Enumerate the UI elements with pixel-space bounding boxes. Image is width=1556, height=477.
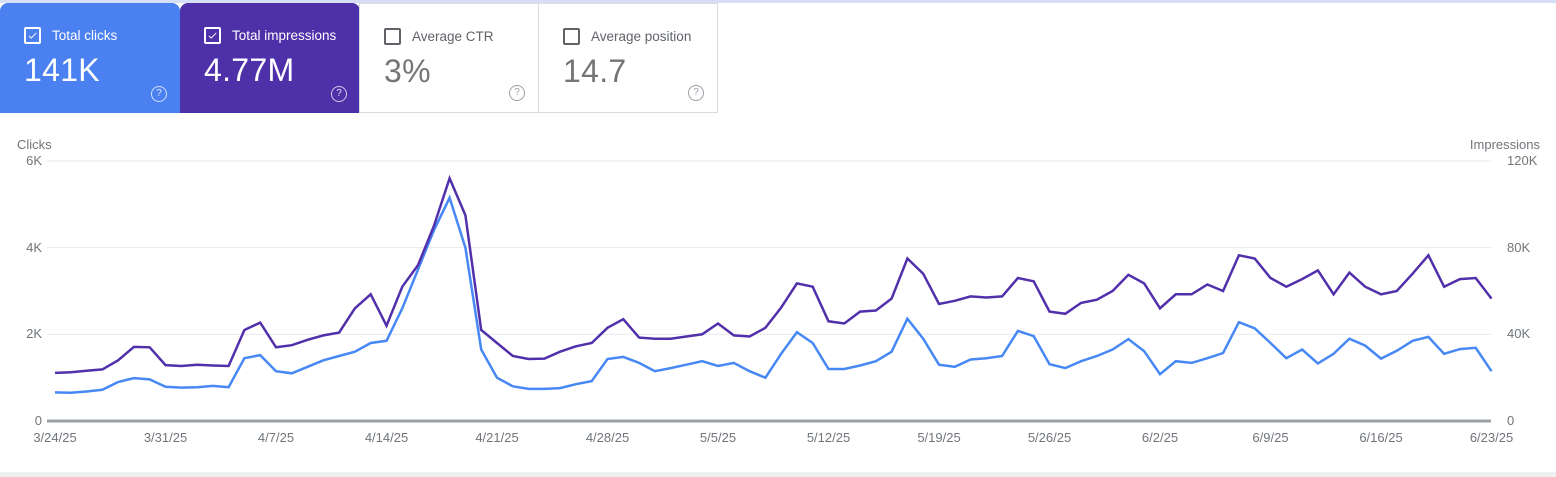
x-axis-label: 5/26/25 — [1027, 430, 1072, 445]
total-clicks-value: 141K — [24, 52, 100, 88]
help-icon[interactable]: ? — [509, 85, 525, 101]
impressions-line[interactable] — [54, 174, 1493, 375]
y-axis-tick-label: 6K — [26, 153, 42, 168]
card-label: Total clicks — [52, 28, 118, 43]
x-axis-label: 4/28/25 — [585, 430, 630, 445]
x-axis-label: 6/23/25 — [1469, 430, 1514, 445]
x-axis-label: 5/19/25 — [917, 430, 961, 445]
x-axis-label: 3/24/25 — [33, 430, 77, 445]
card-total-impressions[interactable]: Total impressions 4.77M ? — [180, 3, 360, 113]
x-axis-label: 5/12/25 — [806, 430, 851, 445]
average-position-value: 14.7 — [563, 53, 627, 89]
x-axis-label: 6/2/25 — [1141, 430, 1179, 445]
average-position-checkbox[interactable] — [563, 28, 580, 45]
right-axis-title: Impressions — [1469, 137, 1540, 152]
page-bottom-edge — [0, 472, 1556, 477]
check-icon — [208, 32, 217, 39]
x-axis-label: 4/14/25 — [364, 430, 409, 445]
page-top-edge — [0, 0, 1556, 3]
card-label: Total impressions — [232, 28, 337, 43]
x-axis-label: 6/16/25 — [1359, 430, 1403, 445]
y-axis-tick-label: 0 — [1507, 413, 1515, 428]
help-icon[interactable]: ? — [151, 86, 167, 102]
left-axis-title: Clicks — [17, 137, 52, 152]
x-axis-label: 6/9/25 — [1252, 430, 1289, 445]
average-ctr-checkbox[interactable] — [384, 28, 401, 45]
card-total-clicks[interactable]: Total clicks 141K ? — [0, 3, 180, 113]
y-axis-tick-label: 40K — [1507, 326, 1531, 342]
y-axis-tick-label: 2K — [26, 326, 42, 342]
card-average-position[interactable]: Average position 14.7 ? — [538, 3, 718, 113]
total-clicks-checkbox[interactable] — [24, 27, 41, 44]
help-icon[interactable]: ? — [331, 86, 347, 102]
average-ctr-value: 3% — [384, 53, 431, 89]
help-icon[interactable]: ? — [688, 85, 704, 101]
x-axis-label: 4/7/25 — [257, 430, 295, 445]
card-average-ctr[interactable]: Average CTR 3% ? — [359, 3, 539, 113]
card-label: Average CTR — [412, 29, 494, 44]
card-label: Average position — [591, 29, 692, 44]
y-axis-tick-label: 120K — [1507, 153, 1538, 168]
x-axis-label: 3/31/25 — [143, 430, 188, 445]
total-impressions-value: 4.77M — [204, 52, 295, 88]
clicks-line[interactable] — [54, 194, 1493, 395]
x-axis-labels: 3/24/25 3/31/25 4/7/25 4/14/25 4/21/25 4/28/2… — [0, 430, 1556, 450]
check-icon — [28, 32, 37, 39]
metric-cards: Total clicks 141K ? Total impressions 4.… — [0, 3, 718, 113]
x-axis-label: 4/21/25 — [475, 430, 519, 445]
y-axis-tick-label: 4K — [26, 239, 42, 255]
x-axis-label: 5/5/25 — [699, 430, 737, 445]
total-impressions-checkbox[interactable] — [204, 27, 221, 44]
y-axis-tick-label: 80K — [1507, 239, 1531, 255]
y-axis-tick-label: 0 — [34, 413, 42, 428]
